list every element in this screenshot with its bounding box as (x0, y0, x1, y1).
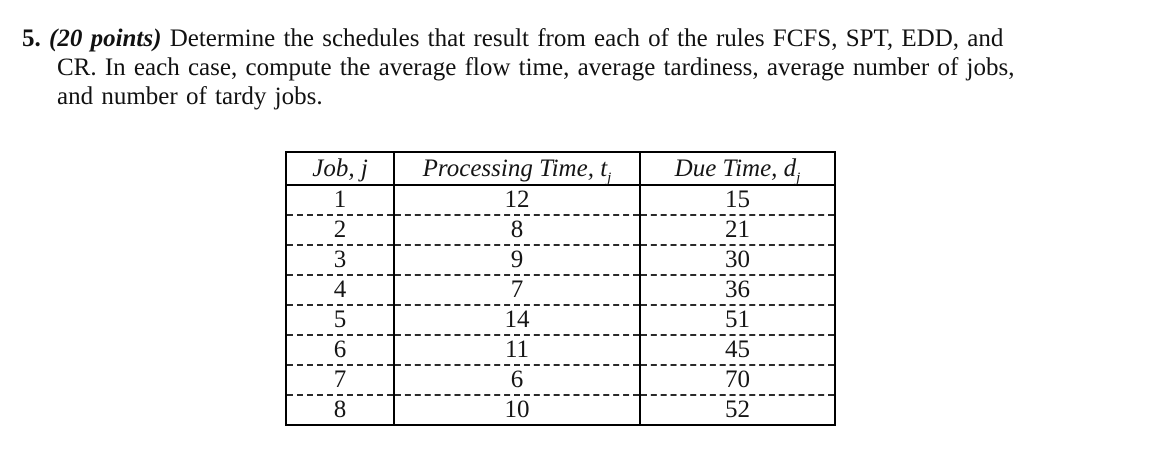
cell-due-time: 36 (639, 275, 835, 306)
cell-processing-time: 8 (393, 215, 640, 246)
header-processing-time-label: Processing Time, t (422, 154, 608, 182)
cell-processing-time: 6 (393, 365, 640, 396)
cell-due-time: 70 (639, 365, 835, 396)
header-due-time-subscript: j (796, 169, 801, 186)
table-row: 2 8 21 (286, 215, 835, 246)
header-processing-time-subscript: j (607, 169, 612, 186)
cell-due-time: 45 (639, 335, 835, 366)
cell-due-time: 21 (639, 215, 835, 246)
cell-job: 6 (286, 335, 394, 366)
cell-due-time: 15 (639, 185, 835, 216)
cell-job: 3 (286, 245, 394, 276)
table-row: 6 11 45 (286, 335, 835, 366)
cell-processing-time: 12 (393, 185, 640, 216)
cell-job: 1 (286, 185, 394, 216)
problem-statement: 5. (20 points) Determine the schedules t… (22, 24, 1147, 111)
header-due-time-label: Due Time, d (674, 154, 797, 182)
table-row: 7 6 70 (286, 365, 835, 396)
header-job: Job, j (286, 152, 394, 186)
cell-processing-time: 10 (393, 395, 640, 425)
table-row: 8 10 52 (286, 395, 835, 425)
problem-number: 5. (22, 25, 41, 52)
cell-processing-time: 9 (393, 245, 640, 276)
cell-job: 5 (286, 305, 394, 336)
header-job-label: Job, j (312, 154, 368, 182)
problem-text-line1: Determine the schedules that result from… (169, 25, 1004, 52)
cell-job: 8 (333, 396, 347, 423)
table-row: 1 12 15 (286, 185, 835, 216)
table-header-row: Job, j Processing Time, tj Due Time, dj (286, 152, 835, 186)
problem-points: (20 points) (49, 25, 162, 52)
table-row: 4 7 36 (286, 275, 835, 306)
cell-job: 7 (286, 365, 394, 396)
table-row: 3 9 30 (286, 245, 835, 276)
cell-processing-time: 7 (393, 275, 640, 306)
header-due-time: Due Time, dj (639, 152, 835, 186)
problem-text-line2: CR. In each case, compute the average fl… (57, 54, 1015, 81)
cell-processing-time: 11 (393, 335, 640, 366)
table-row: 5 14 51 (286, 305, 835, 336)
cell-processing-time: 14 (393, 305, 640, 336)
problem-text-line3: and number of tardy jobs. (57, 83, 323, 110)
problem-line-1: 5. (20 points) Determine the schedules t… (22, 24, 1147, 53)
cell-due-time: 30 (639, 245, 835, 276)
cell-job: 2 (286, 215, 394, 246)
jobs-table: Job, j Processing Time, tj Due Time, dj … (285, 151, 836, 426)
header-processing-time: Processing Time, tj (393, 152, 640, 186)
cell-due-time: 52 (639, 395, 835, 425)
cell-job: 4 (286, 275, 394, 306)
cell-due-time: 51 (639, 305, 835, 336)
